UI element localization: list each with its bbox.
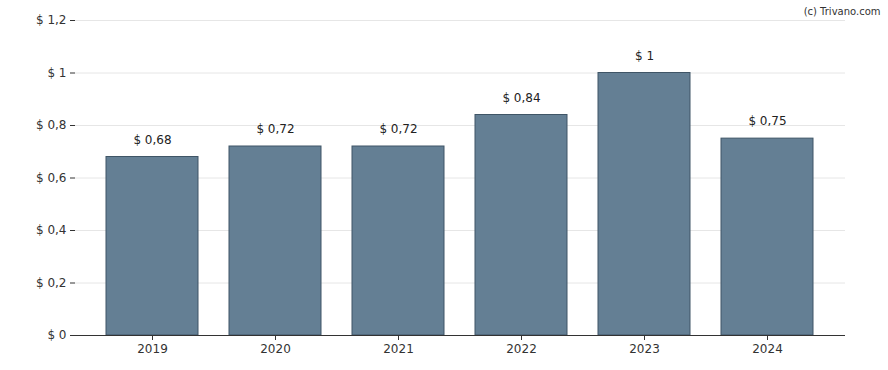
svg-text:$ 0,75: $ 0,75 xyxy=(748,114,786,128)
svg-text:$ 1: $ 1 xyxy=(635,49,654,63)
svg-text:2024: 2024 xyxy=(752,342,783,356)
svg-text:$ 0,2: $ 0,2 xyxy=(36,276,67,290)
svg-text:2023: 2023 xyxy=(629,342,660,356)
svg-text:$ 0,8: $ 0,8 xyxy=(36,118,67,132)
svg-text:$ 0,68: $ 0,68 xyxy=(133,133,171,147)
svg-text:$ 0,72: $ 0,72 xyxy=(256,122,294,136)
svg-text:2021: 2021 xyxy=(383,342,414,356)
svg-text:$ 0,6: $ 0,6 xyxy=(36,171,67,185)
svg-text:$ 0,84: $ 0,84 xyxy=(502,91,540,105)
svg-text:$ 1,2: $ 1,2 xyxy=(36,13,67,27)
svg-text:2020: 2020 xyxy=(260,342,291,356)
svg-text:$ 0,4: $ 0,4 xyxy=(36,223,67,237)
svg-text:2019: 2019 xyxy=(137,342,168,356)
svg-text:$ 0,72: $ 0,72 xyxy=(379,122,417,136)
svg-text:$ 0: $ 0 xyxy=(47,328,66,342)
svg-text:2022: 2022 xyxy=(506,342,537,356)
svg-text:(c) Trivano.com: (c) Trivano.com xyxy=(804,6,881,17)
svg-text:$ 1: $ 1 xyxy=(47,66,66,80)
